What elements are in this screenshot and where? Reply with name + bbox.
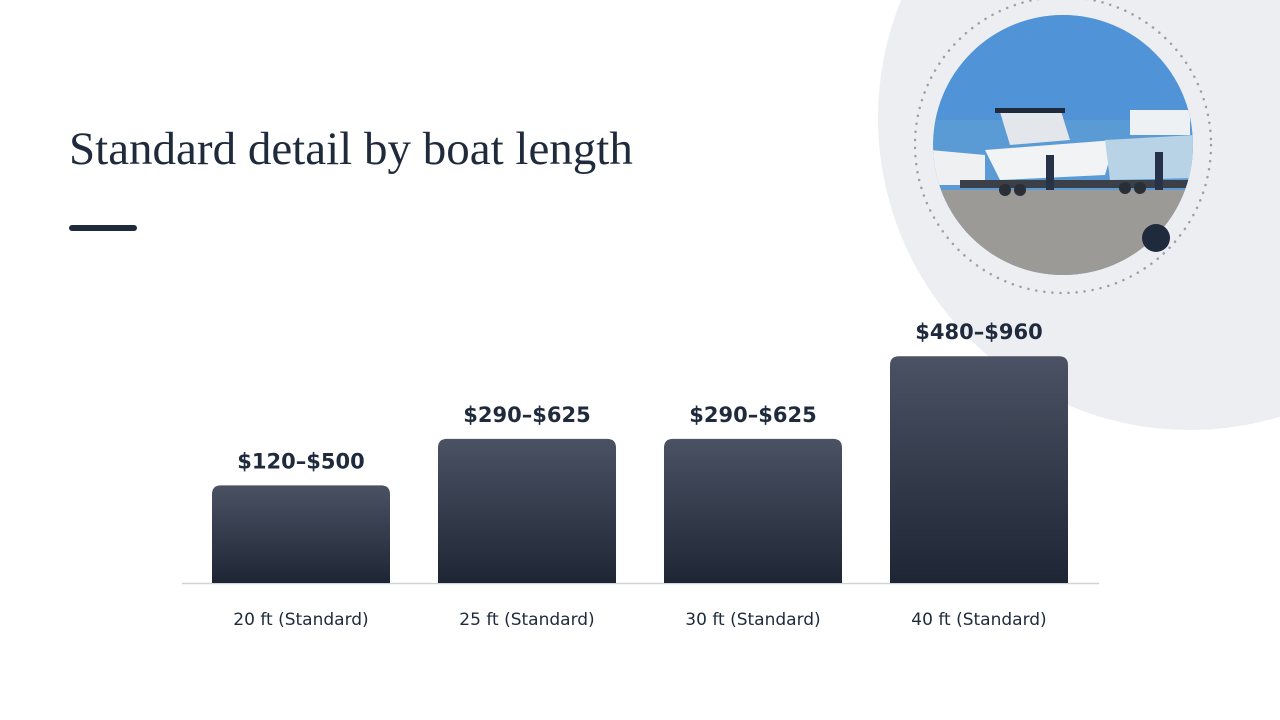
slide-title: Standard detail by boat length	[69, 123, 633, 175]
bar	[438, 438, 616, 583]
value-label: $290–$625	[463, 403, 590, 427]
value-label: $290–$625	[689, 403, 816, 427]
x-tick-label: 20 ft (Standard)	[233, 610, 368, 630]
value-label: $480–$960	[915, 320, 1042, 344]
x-tick-label: 40 ft (Standard)	[911, 610, 1046, 630]
accent-dot	[1142, 224, 1170, 252]
dotted-ring	[913, 0, 1213, 295]
bar	[890, 356, 1068, 583]
title-underline	[69, 225, 137, 231]
bar	[212, 485, 390, 583]
value-label: $120–$500	[237, 449, 364, 473]
bar	[664, 438, 842, 583]
x-tick-label: 25 ft (Standard)	[459, 610, 594, 630]
x-tick-label: 30 ft (Standard)	[685, 610, 820, 630]
